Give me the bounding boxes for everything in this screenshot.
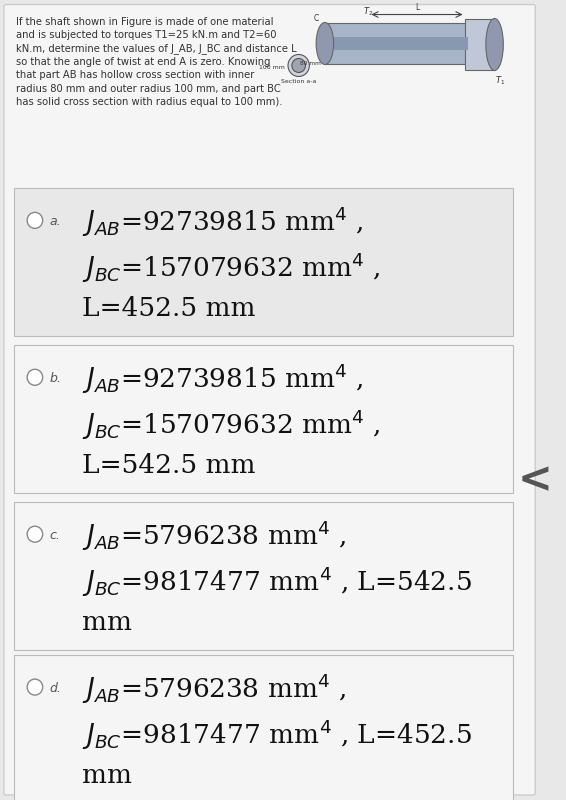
FancyBboxPatch shape — [14, 189, 513, 336]
Text: L=542.5 mm: L=542.5 mm — [83, 454, 256, 478]
Bar — [325, 37, 469, 50]
Text: <: < — [518, 459, 553, 502]
Text: If the shaft shown in Figure is made of one material: If the shaft shown in Figure is made of … — [15, 17, 273, 26]
Text: has solid cross section with radius equal to 100 mm).: has solid cross section with radius equa… — [15, 98, 282, 107]
Text: that part AB has hollow cross section with inner: that part AB has hollow cross section wi… — [15, 70, 254, 81]
Text: 100 mm: 100 mm — [259, 65, 285, 70]
Ellipse shape — [316, 22, 333, 65]
Text: 80 mm: 80 mm — [299, 61, 320, 66]
Circle shape — [27, 370, 42, 386]
Text: mm: mm — [83, 610, 132, 635]
Text: $J_{BC}$=9817477 mm$^4$ , L=452.5: $J_{BC}$=9817477 mm$^4$ , L=452.5 — [83, 717, 472, 751]
FancyBboxPatch shape — [4, 5, 535, 795]
Text: a.: a. — [49, 215, 61, 228]
Text: $J_{BC}$=157079632 mm$^4$ ,: $J_{BC}$=157079632 mm$^4$ , — [83, 407, 381, 442]
Text: $T_1$: $T_1$ — [495, 74, 505, 87]
Text: $J_{AB}$=92739815 mm$^4$ ,: $J_{AB}$=92739815 mm$^4$ , — [83, 362, 364, 396]
Ellipse shape — [292, 58, 306, 73]
FancyBboxPatch shape — [14, 346, 513, 494]
FancyBboxPatch shape — [14, 502, 513, 650]
Text: radius 80 mm and outer radius 100 mm, and part BC: radius 80 mm and outer radius 100 mm, an… — [15, 84, 280, 94]
Text: so that the angle of twist at end A is zero. Knowing: so that the angle of twist at end A is z… — [15, 57, 270, 67]
Text: b.: b. — [49, 372, 61, 386]
Text: C: C — [314, 14, 319, 22]
Text: L: L — [415, 2, 419, 11]
Text: c.: c. — [49, 529, 61, 542]
Text: d.: d. — [49, 682, 61, 695]
Text: $J_{BC}$=157079632 mm$^4$ ,: $J_{BC}$=157079632 mm$^4$ , — [83, 250, 381, 285]
Bar — [325, 22, 469, 65]
Bar — [465, 18, 495, 70]
Text: $J_{AB}$=5796238 mm$^4$ ,: $J_{AB}$=5796238 mm$^4$ , — [83, 518, 346, 553]
Circle shape — [27, 679, 42, 695]
Text: kN.m, determine the values of J_AB, J_BC and distance L: kN.m, determine the values of J_AB, J_BC… — [15, 43, 296, 54]
Text: Section a-a: Section a-a — [281, 79, 316, 85]
Text: $J_{AB}$=92739815 mm$^4$ ,: $J_{AB}$=92739815 mm$^4$ , — [83, 204, 364, 239]
Circle shape — [27, 526, 42, 542]
Text: mm: mm — [83, 763, 132, 788]
Text: L=452.5 mm: L=452.5 mm — [83, 296, 256, 322]
Ellipse shape — [486, 18, 503, 70]
Text: $T_2$: $T_2$ — [363, 5, 374, 18]
FancyBboxPatch shape — [14, 655, 513, 800]
Text: $J_{BC}$=9817477 mm$^4$ , L=542.5: $J_{BC}$=9817477 mm$^4$ , L=542.5 — [83, 564, 472, 598]
Circle shape — [27, 212, 42, 228]
Ellipse shape — [288, 54, 310, 77]
Text: $J_{AB}$=5796238 mm$^4$ ,: $J_{AB}$=5796238 mm$^4$ , — [83, 671, 346, 706]
Text: and is subjected to torques T1=25 kN.m and T2=60: and is subjected to torques T1=25 kN.m a… — [15, 30, 276, 40]
